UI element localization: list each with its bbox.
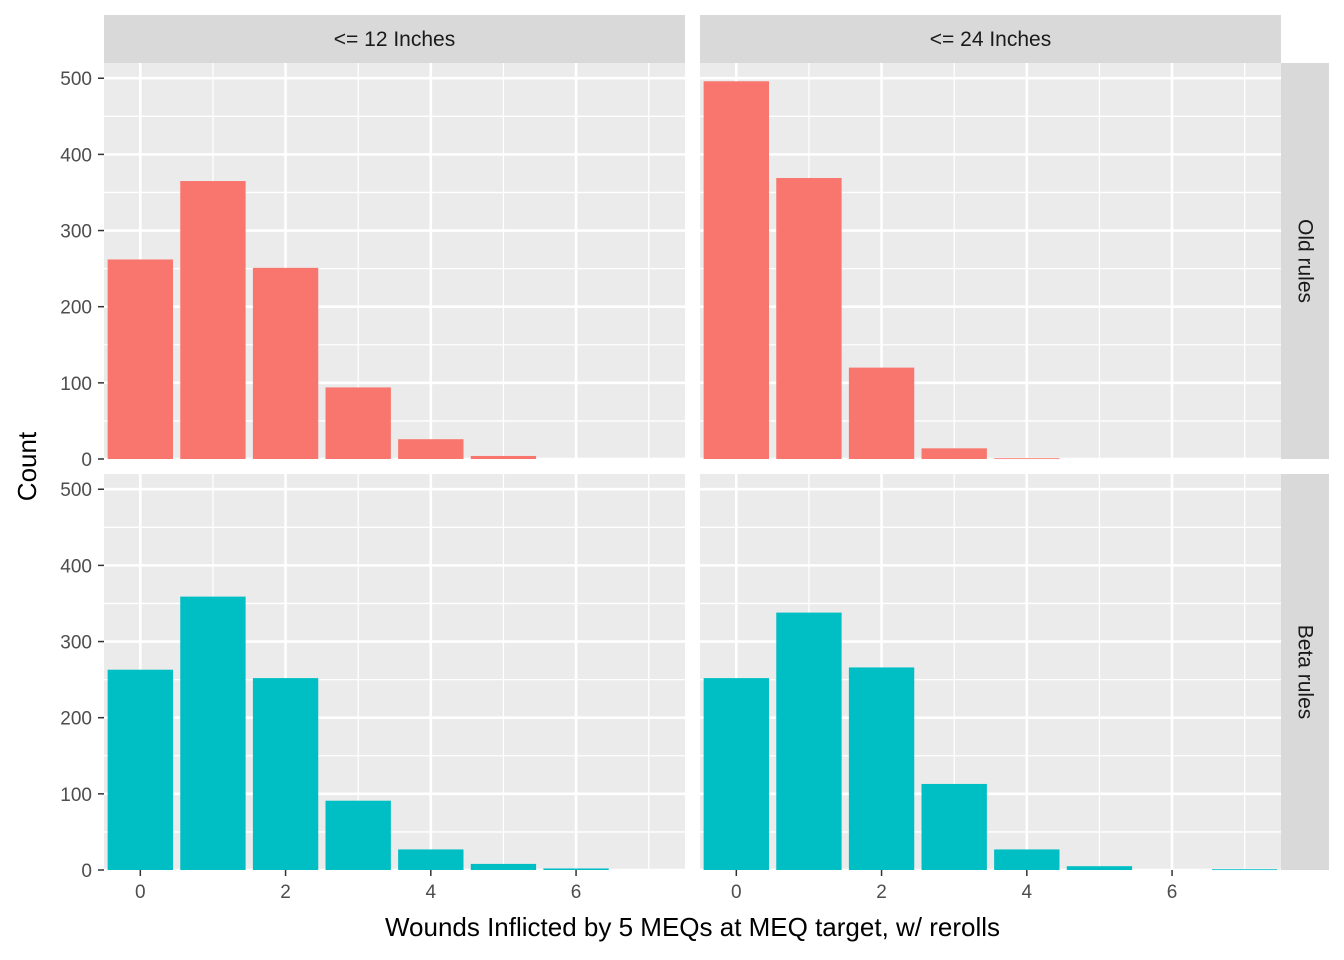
bar [325, 800, 391, 870]
bar [921, 783, 987, 870]
x-tick-label: 2 [280, 882, 291, 903]
x-tick-label: 6 [1167, 882, 1178, 903]
x-tick-label: 6 [571, 882, 582, 903]
bar [921, 448, 987, 459]
bar [470, 455, 537, 459]
y-tick-label: 0 [81, 861, 92, 882]
bar [470, 863, 537, 870]
y-tick-label: 300 [60, 633, 92, 654]
bar [398, 849, 464, 870]
y-tick-label: 500 [60, 480, 92, 501]
x-tick-label: 0 [731, 882, 742, 903]
bar [252, 267, 319, 459]
facet-strip-label: <= 12 Inches [334, 28, 455, 51]
x-axis-title: Wounds Inflicted by 5 MEQs at MEQ target… [385, 912, 1000, 942]
facet-strip-column [700, 15, 1281, 63]
facet-strip-row [1281, 63, 1329, 459]
bar [1212, 869, 1278, 871]
y-tick-label: 200 [60, 298, 92, 319]
y-tick-label: 200 [60, 709, 92, 730]
bar [252, 678, 319, 870]
x-tick-label: 0 [135, 882, 146, 903]
y-tick-label: 400 [60, 556, 92, 577]
facet-strip-label: Old rules [1294, 219, 1317, 303]
bar [543, 868, 609, 870]
bar [1066, 866, 1133, 870]
y-tick-label: 0 [81, 450, 92, 471]
bar [994, 849, 1060, 870]
x-tick-label: 4 [1022, 882, 1033, 903]
y-tick-label: 300 [60, 222, 92, 243]
bar [398, 439, 464, 459]
x-tick-label: 4 [426, 882, 437, 903]
bar [776, 612, 842, 870]
y-tick-label: 100 [60, 374, 92, 395]
bar [776, 177, 842, 459]
facet-strip-column [104, 15, 685, 63]
bar [703, 81, 769, 460]
facet-strip-label: Beta rules [1294, 625, 1317, 720]
bar [848, 367, 915, 459]
y-axis-title: Count [12, 431, 42, 501]
x-tick-label: 2 [876, 882, 887, 903]
facet-strip-label: <= 24 Inches [930, 28, 1051, 51]
bar [180, 596, 246, 870]
facet-strip-row [1281, 474, 1329, 870]
bar [107, 669, 173, 870]
bar [848, 667, 915, 870]
bar [994, 458, 1060, 460]
y-tick-label: 500 [60, 69, 92, 90]
bar [325, 387, 391, 459]
bar [180, 181, 246, 460]
bar [107, 259, 173, 459]
y-tick-label: 400 [60, 145, 92, 166]
bar [703, 678, 769, 870]
y-tick-label: 100 [60, 785, 92, 806]
